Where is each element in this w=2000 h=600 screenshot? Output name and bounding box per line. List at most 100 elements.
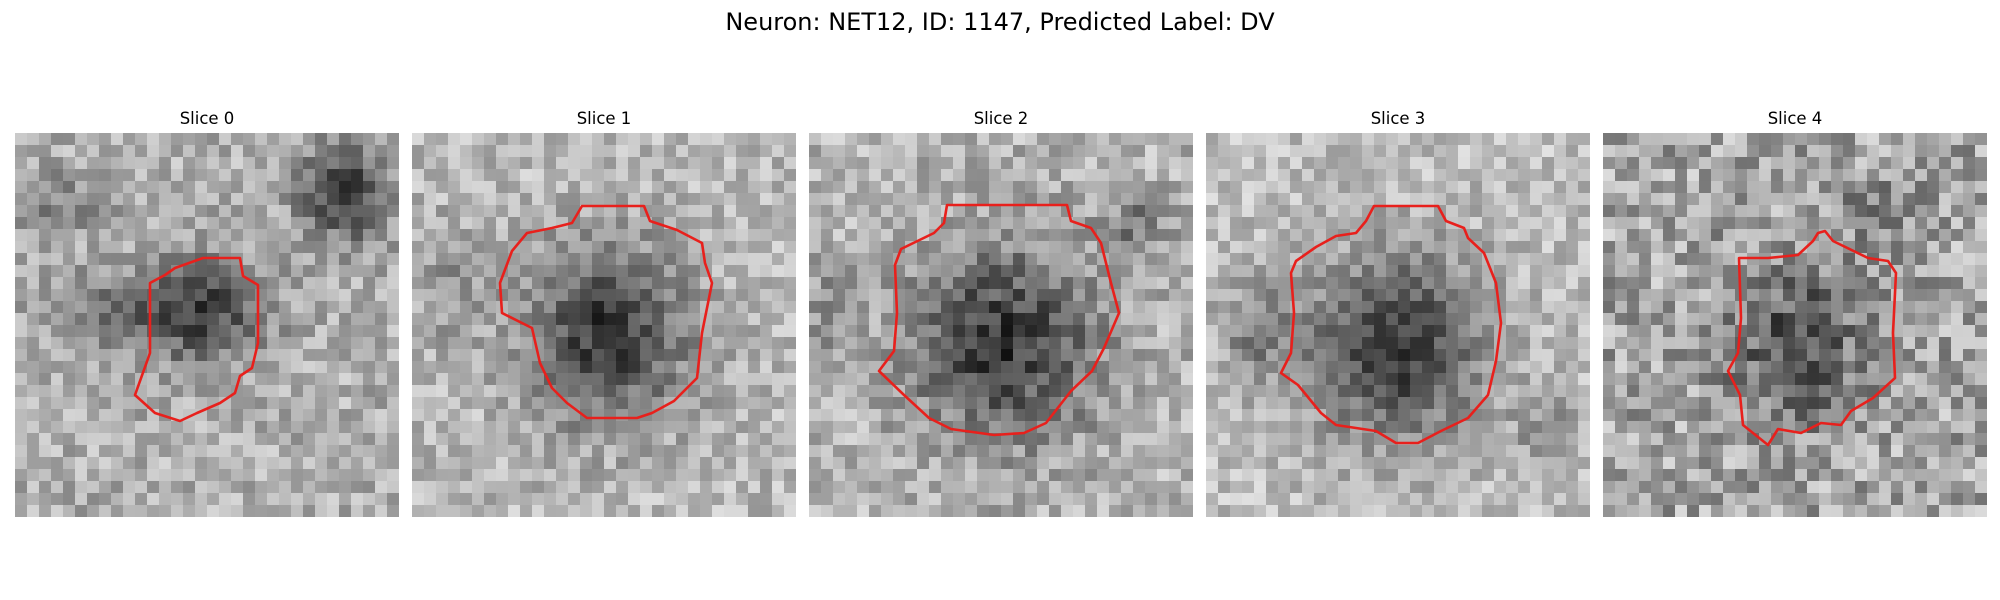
pixel <box>75 373 88 386</box>
pixel <box>1013 289 1026 302</box>
pixel <box>953 481 966 494</box>
pixel <box>905 289 918 302</box>
pixel <box>580 253 593 266</box>
pixel <box>1049 493 1062 506</box>
pixel <box>568 481 581 494</box>
pixel <box>893 433 906 446</box>
pixel <box>881 505 894 517</box>
pixel <box>1723 349 1736 362</box>
pixel <box>688 421 701 434</box>
pixel <box>123 229 136 242</box>
pixel <box>1879 133 1892 146</box>
pixel <box>1314 373 1327 386</box>
pixel <box>1206 445 1219 458</box>
pixel <box>1891 169 1904 182</box>
pixel <box>1470 289 1483 302</box>
pixel <box>929 205 942 218</box>
pixel <box>1266 277 1279 290</box>
pixel <box>1687 445 1700 458</box>
pixel <box>1518 337 1531 350</box>
pixel <box>1302 277 1315 290</box>
pixel <box>893 193 906 206</box>
pixel <box>544 301 557 314</box>
pixel <box>436 373 449 386</box>
pixel <box>363 301 376 314</box>
pixel <box>363 361 376 374</box>
pixel <box>580 385 593 398</box>
pixel <box>1747 457 1760 470</box>
pixel <box>905 349 918 362</box>
pixel <box>1711 421 1724 434</box>
pixel <box>1939 409 1952 422</box>
pixel <box>303 193 316 206</box>
pixel <box>688 325 701 338</box>
pixel <box>1530 313 1543 326</box>
pixel <box>953 241 966 254</box>
pixel <box>544 265 557 278</box>
pixel <box>893 217 906 230</box>
pixel <box>1518 169 1531 182</box>
pixel <box>676 133 689 146</box>
pixel <box>315 385 328 398</box>
pixel <box>1242 301 1255 314</box>
pixel <box>1254 337 1267 350</box>
pixel <box>1434 481 1447 494</box>
pixel <box>327 181 340 194</box>
pixel <box>1386 481 1399 494</box>
pixel <box>1951 445 1964 458</box>
pixel <box>1867 229 1880 242</box>
pixel <box>1482 217 1495 230</box>
pixel <box>1795 289 1808 302</box>
pixel <box>1771 133 1784 146</box>
pixel <box>387 205 399 218</box>
pixel <box>1206 169 1219 182</box>
pixel <box>977 217 990 230</box>
pixel <box>712 277 725 290</box>
pixel <box>279 457 292 470</box>
pixel <box>1939 133 1952 146</box>
pixel <box>1290 133 1303 146</box>
pixel <box>1314 133 1327 146</box>
pixel <box>1651 289 1664 302</box>
pixel <box>1350 193 1363 206</box>
pixel <box>1434 133 1447 146</box>
pixel <box>291 193 304 206</box>
pixel <box>87 493 100 506</box>
pixel <box>1013 493 1026 506</box>
pixel <box>1362 265 1375 278</box>
pixel <box>147 505 160 517</box>
pixel <box>772 481 785 494</box>
pixel <box>39 313 52 326</box>
pixel <box>1663 277 1676 290</box>
pixel <box>1169 433 1182 446</box>
pixel <box>15 145 28 158</box>
pixel <box>628 505 641 517</box>
pixel <box>1687 349 1700 362</box>
pixel <box>1254 145 1267 158</box>
pixel <box>147 145 160 158</box>
pixel <box>568 349 581 362</box>
pixel <box>147 133 160 146</box>
pixel <box>833 325 846 338</box>
pixel <box>604 193 617 206</box>
pixel <box>1073 433 1086 446</box>
pixel <box>784 385 796 398</box>
pixel <box>243 205 256 218</box>
pixel <box>484 505 497 517</box>
pixel <box>1145 133 1158 146</box>
pixel <box>1482 349 1495 362</box>
pixel <box>1338 157 1351 170</box>
pixel <box>1699 133 1712 146</box>
pixel <box>231 205 244 218</box>
pixel <box>436 457 449 470</box>
pixel <box>1554 181 1567 194</box>
pixel <box>75 421 88 434</box>
pixel <box>255 265 268 278</box>
pixel <box>953 397 966 410</box>
pixel <box>652 337 665 350</box>
pixel <box>195 349 208 362</box>
pixel <box>1181 193 1193 206</box>
pixel <box>460 397 473 410</box>
pixel <box>267 337 280 350</box>
pixel <box>965 157 978 170</box>
